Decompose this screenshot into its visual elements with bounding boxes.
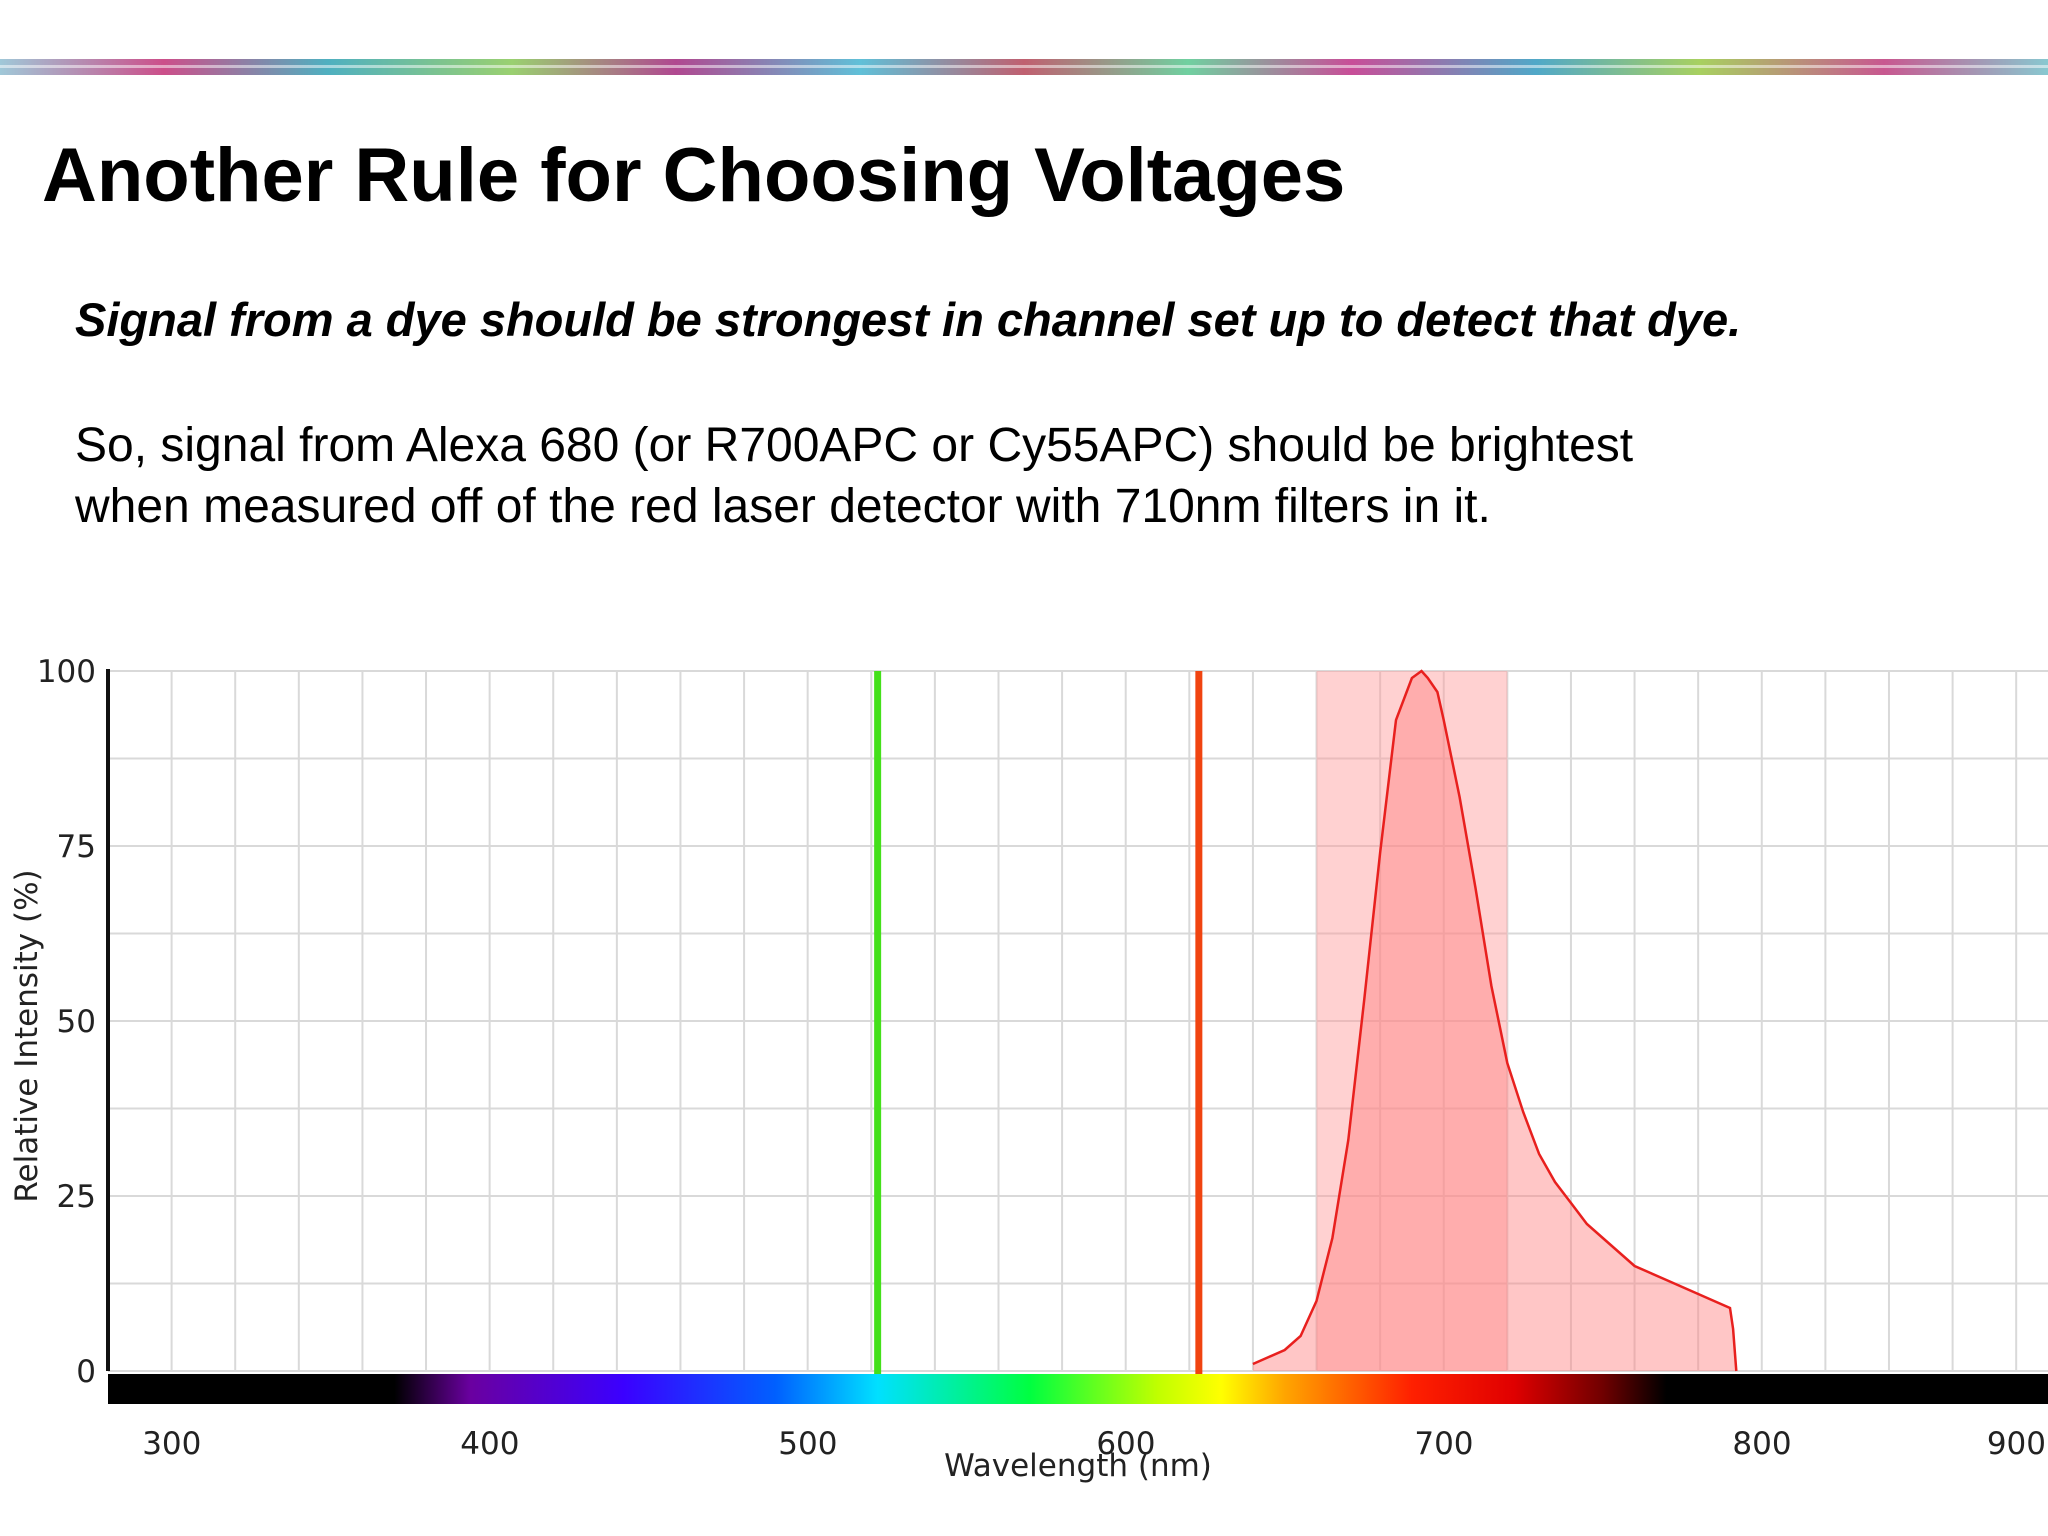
y-tick-label: 50: [57, 1004, 96, 1040]
y-tick-label: 25: [57, 1179, 96, 1215]
laser-line-layer: [874, 671, 1203, 1377]
x-axis-label: Wavelength (nm): [944, 1448, 1212, 1484]
slide-title: Another Rule for Choosing Voltages: [42, 133, 1346, 218]
y-tick-label: 100: [37, 654, 96, 690]
emission-series-line: [1252, 669, 1738, 1372]
x-tick-label: 800: [1732, 1426, 1791, 1462]
grid-layer: [107, 670, 2048, 1372]
x-tick-label: 500: [778, 1426, 837, 1462]
x-tick-label: 900: [1987, 1426, 2046, 1462]
emission-layer: [1252, 669, 1738, 1372]
spectrum-chart: 300 400 500 600 700 800 900 0 25 50 75 100 Wavelengt…: [9, 654, 2048, 1484]
slide-body: So, signal from Alexa 680 (or R700APC or…: [75, 415, 1633, 537]
filter-band-layer: [1316, 671, 1508, 1371]
x-tick-label: 300: [142, 1426, 201, 1462]
x-tick-label: 700: [1414, 1426, 1473, 1462]
y-axis-label: Relative Intensity (%): [9, 869, 45, 1202]
y-tick-label: 0: [76, 1354, 96, 1390]
filter-band: [1316, 671, 1508, 1371]
body-line: So, signal from Alexa 680 (or R700APC or…: [75, 419, 1634, 472]
x-tick-label: 600: [1096, 1426, 1155, 1462]
y-tick-label: 75: [57, 829, 96, 865]
label-layer: 300 400 500 600 700 800 900 0 25 50 75 100 Wavelengt…: [9, 654, 2046, 1484]
body-line: when measured off of the red laser detec…: [75, 480, 1491, 533]
x-tick-label: 400: [460, 1426, 519, 1462]
visible-spectrum-bar: [394, 1374, 1667, 1404]
emission-area: [1252, 671, 1737, 1371]
spectrum-bar-layer: [108, 1374, 2048, 1404]
slide-subtitle: Signal from a dye should be strongest in…: [75, 293, 1742, 346]
decorative-header-band: [0, 59, 2048, 75]
